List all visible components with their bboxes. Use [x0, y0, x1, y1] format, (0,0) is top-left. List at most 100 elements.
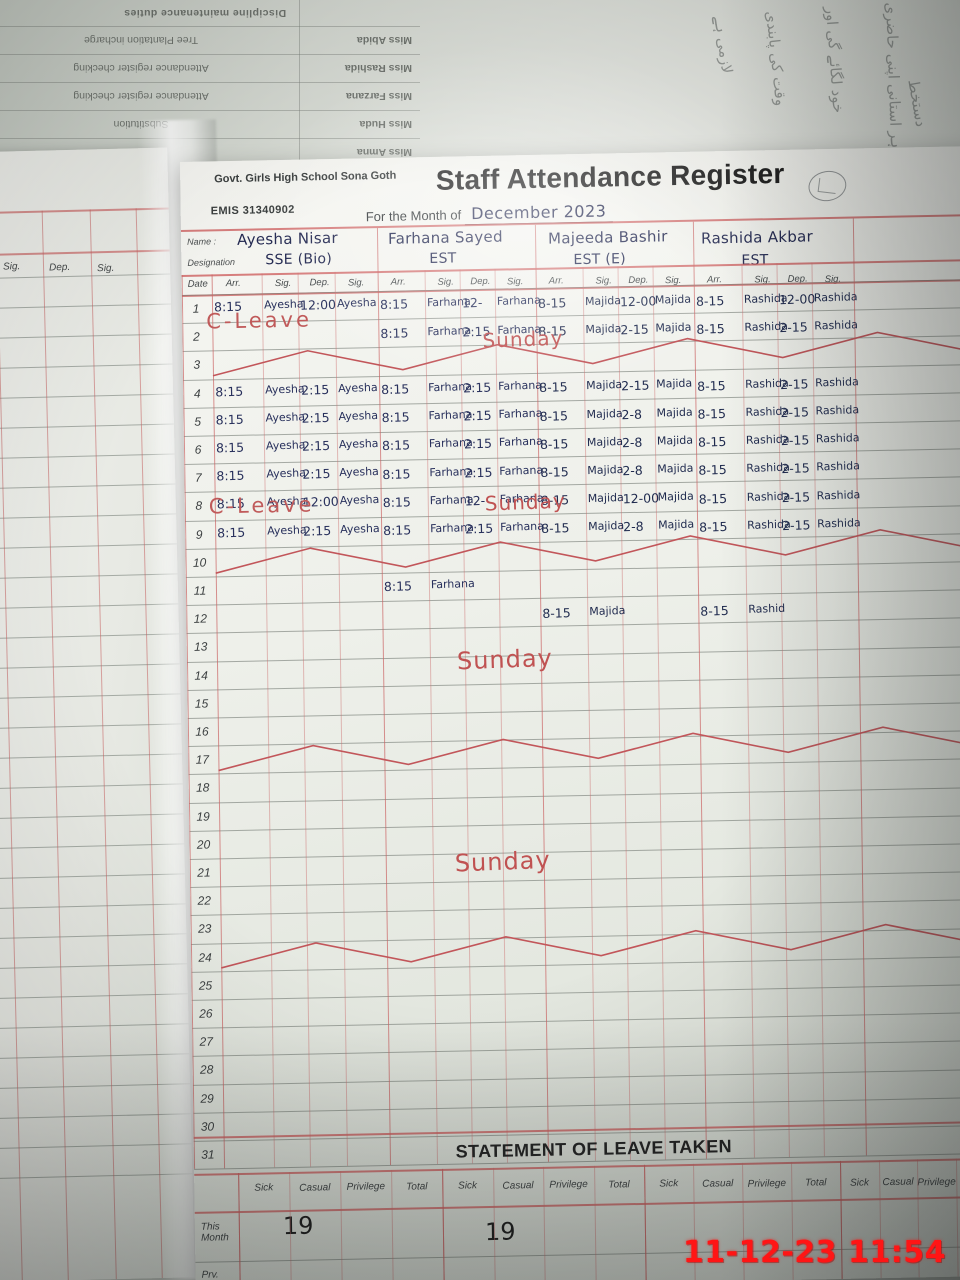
duty-table-name: Miss Rashida [344, 62, 412, 75]
entry-day2-staff2-dep: 2-15 [620, 321, 650, 338]
entry-day9-staff1-dep: 2:15 [465, 520, 494, 537]
date-cell-21: 21 [197, 865, 211, 880]
entry-day2-staff2-sig1: Majida [585, 321, 622, 337]
entry-day9-staff3-sig2: Rashida [817, 515, 862, 531]
entry-day4-staff2-arr: 8-15 [538, 379, 568, 396]
entry-day9-staff0-sig2: Ayesha [339, 521, 380, 536]
date-cell-22: 22 [197, 893, 212, 908]
entry-day5-staff2-dep: 2-8 [621, 406, 643, 422]
left-col-header-sig1: Sig. [2, 261, 21, 273]
entry-day4-staff1-dep: 2:15 [463, 379, 492, 396]
entry-day7-staff0-sig1: Ayesha [266, 466, 306, 481]
grid-line-vertical-sub [334, 271, 348, 1167]
sunday-label-row3: Sunday [482, 325, 564, 353]
entry-day7-staff0-arr: 8:15 [216, 467, 245, 484]
leave-col-header-casual-block0: Casual [299, 1181, 331, 1194]
entry-day1-staff3-dep: 12-00 [778, 291, 816, 308]
grid-line-vertical-sub [424, 270, 439, 1165]
staff-designation-1: EST [429, 250, 457, 268]
entry-day5-staff3-sig2: Rashida [815, 403, 860, 418]
sunday-label-row24: Sunday [454, 845, 552, 878]
entry-day5-staff0-sig2: Ayesha [338, 408, 379, 423]
grid-line-vertical-sub [617, 266, 632, 1161]
grid-line-vertical-sub [811, 262, 826, 1157]
entry-day11-staff1-sig1: Farhana [431, 577, 476, 592]
date-cell-14: 14 [194, 668, 208, 683]
entry-day9-staff2-sig1: Majida [588, 519, 625, 534]
urdu-note-line: ہر استانی اپنی حاضری [882, 2, 906, 149]
duty-table-duty: Attendance register checking [73, 90, 209, 103]
emis-label: EMIS [210, 204, 240, 218]
date-cell-6: 6 [194, 442, 202, 457]
entry-day9-staff0-dep: 2:15 [303, 522, 332, 539]
entry-day4-staff0-arr: 8:15 [215, 383, 244, 400]
for-month-label: For the Month of [365, 207, 462, 225]
duty-table-section-title: Discipline maintenance duties [0, 0, 420, 26]
entry-day6-staff0-arr: 8:15 [215, 439, 245, 456]
entry-day2-staff3-arr: 8-15 [696, 321, 725, 338]
entry-day2-staff1-arr: 8:15 [380, 324, 409, 341]
entry-day1-staff2-dep: 12-00 [619, 293, 657, 310]
date-cell-29: 29 [200, 1091, 214, 1106]
grid-line-vertical-sub [741, 263, 755, 1158]
designation-label: Designation [187, 256, 236, 268]
entry-day7-staff3-dep: 2-15 [781, 460, 811, 477]
grid-line-vertical-sub [652, 265, 666, 1160]
entry-day6-staff1-sig2: Farhana [498, 434, 543, 450]
left-page: er Arr. Sig. Dep. Sig. [0, 147, 195, 1280]
leave-col-header-privilege-block3: Privilege [917, 1176, 956, 1189]
entry-day6-staff3-arr: 8-15 [697, 434, 727, 450]
entry-day7-staff1-dep: 2:15 [464, 464, 493, 481]
entry-day9-staff1-arr: 8:15 [382, 522, 412, 539]
left-col-header-dep: Dep. [48, 261, 71, 274]
date-cell-25: 25 [198, 978, 213, 993]
entry-day7-staff2-sig2: Majida [657, 461, 694, 476]
entry-day6-staff2-sig1: Majida [587, 434, 624, 449]
entry-day5-staff1-arr: 8:15 [381, 409, 410, 426]
duty-table-duty: Substitution [113, 118, 169, 131]
entry-day8-staff0-sig2: Ayesha [339, 493, 380, 508]
page-title: Staff Attendance Register [435, 157, 785, 196]
staff-designation-0: SSE (Bio) [265, 250, 333, 269]
entry-day6-staff0-dep: 2:15 [302, 437, 331, 454]
date-cell-13: 13 [193, 639, 208, 655]
entry-day4-staff0-sig1: Ayesha [264, 381, 305, 397]
date-cell-30: 30 [200, 1119, 215, 1134]
col-header-sig-staff1: Sig. [506, 275, 524, 287]
leave-col-header-casual-block3: Casual [882, 1176, 914, 1189]
date-cell-18: 18 [195, 780, 210, 796]
entry-day7-staff0-dep: 2:15 [302, 466, 331, 482]
duty-table-row: Miss Abida Tree Plantation incharge [0, 26, 420, 54]
entry-day4-staff3-sig2: Rashida [815, 374, 860, 390]
entry-day8-staff2-sig1: Majida [587, 491, 625, 506]
attendance-register-page: Govt. Girls High School Sona Goth EMIS 3… [180, 145, 960, 1280]
staff-name-1: Farhana Sayed [387, 227, 503, 248]
entry-day6-staff3-sig2: Rashida [816, 431, 861, 446]
duty-table-name: Miss Abida [356, 34, 412, 47]
entry-day6-staff2-arr: 8-15 [539, 435, 569, 452]
entry-day7-staff3-arr: 8-15 [698, 462, 727, 479]
entry-day2-staff3-sig2: Rashida [814, 318, 859, 333]
date-cell-28: 28 [199, 1062, 214, 1078]
date-cell-11: 11 [193, 583, 207, 598]
entry-day6-staff3-dep: 2-15 [780, 432, 810, 449]
leave-col-header-casual-block2: Casual [702, 1178, 734, 1190]
leave-col-header-privilege-block2: Privilege [747, 1177, 787, 1190]
entry-day7-staff2-dep: 2-8 [622, 462, 644, 479]
entry-day9-staff2-arr: 8-15 [540, 520, 570, 537]
duty-table-row: Miss Farzana Attendance register checkin… [0, 82, 420, 110]
grid-line-vertical-sub [261, 273, 275, 1168]
duty-table-row: Miss Huda Substitution [0, 110, 420, 138]
grid-line-horizontal [192, 1040, 960, 1058]
left-page-grid: Arr. Sig. Dep. Sig. [0, 207, 195, 1280]
entry-day6-staff0-sig2: Ayesha [338, 436, 379, 452]
entry-day8-staff3-sig2: Rashida [816, 487, 861, 503]
entry-day7-staff2-arr: 8-15 [540, 464, 569, 480]
entry-day1-staff1-arr: 8:15 [379, 296, 409, 313]
statement-row-label-prev-month: Prv. Month [201, 1269, 219, 1280]
entry-day12-staff2-sig1: Majida [589, 603, 626, 619]
date-cell-20: 20 [196, 837, 211, 852]
leave-col-header-total-block0: Total [406, 1181, 428, 1193]
leave-value-casual-staff1: 19 [484, 1217, 516, 1247]
